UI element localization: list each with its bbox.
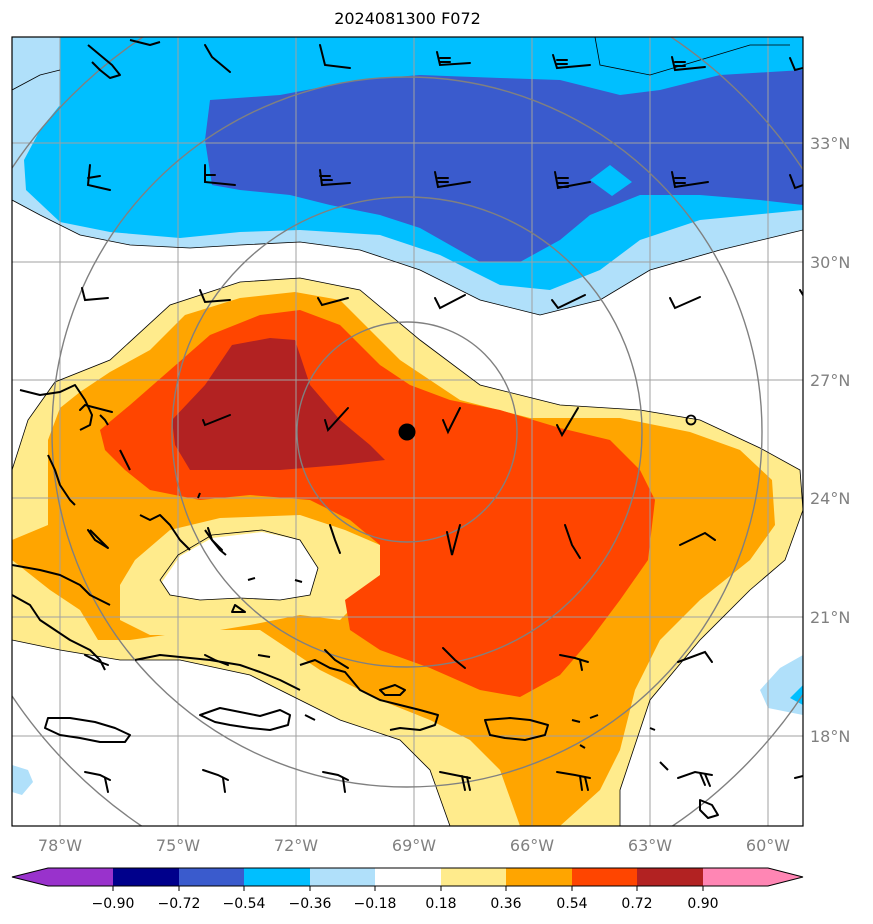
colorbar-segment <box>572 868 637 886</box>
colorbar-segment <box>48 868 113 886</box>
coastlines <box>12 39 719 819</box>
lat-axis: 33°N 30°N 27°N 24°N 21°N 18°N <box>810 134 850 746</box>
lon-axis: 78°W 75°W 72°W 69°W 66°W 63°W 60°W <box>38 836 790 855</box>
graticule <box>12 37 803 826</box>
lon-tick-label: 75°W <box>156 836 200 855</box>
lat-tick-label: 27°N <box>810 371 850 390</box>
colorbar-label: 0.72 <box>621 896 652 912</box>
lon-tick-label: 66°W <box>510 836 554 855</box>
colorbar-segment <box>441 868 506 886</box>
lat-tick-label: 30°N <box>810 253 850 272</box>
colorbar-label: 0.54 <box>556 896 587 912</box>
lon-tick-label: 63°W <box>628 836 672 855</box>
colorbar-label: −0.36 <box>289 896 332 912</box>
colorbar-segment <box>244 868 310 886</box>
lat-tick-label: 18°N <box>810 727 850 746</box>
colorbar-segment <box>12 868 48 886</box>
colorbar-label: −0.18 <box>354 896 397 912</box>
secondary-center-marker <box>685 414 697 426</box>
colorbar-segment <box>375 868 441 886</box>
lon-tick-label: 60°W <box>746 836 790 855</box>
colorbar-segment <box>637 868 703 886</box>
colorbar-outline <box>11 867 804 887</box>
colorbar-segment <box>703 868 768 886</box>
colorbar-label: −0.90 <box>92 896 135 912</box>
colorbar-segment <box>506 868 572 886</box>
colorbar-label: 0.18 <box>425 896 456 912</box>
colorbar-segment <box>310 868 375 886</box>
colorbar-label: −0.54 <box>223 896 266 912</box>
colorbar-segment <box>113 868 179 886</box>
contour-dark-red <box>172 338 385 470</box>
colorbar: −0.90 −0.72 −0.54 −0.36 −0.18 0.18 0.36 … <box>11 867 804 912</box>
contour-sky-blue-patch <box>590 165 632 196</box>
contour-royal-blue <box>205 70 803 262</box>
map-title: 2024081300 F072 <box>334 9 481 28</box>
wind-barbs <box>79 44 803 793</box>
colorbar-segment <box>768 868 803 886</box>
contour-white-hole-inner <box>162 532 318 600</box>
lat-tick-label: 21°N <box>810 608 850 627</box>
colorbar-label: −0.72 <box>158 896 201 912</box>
lat-tick-label: 24°N <box>810 489 850 508</box>
colorbar-ticks <box>112 886 704 891</box>
contour-light-blue-sw <box>12 765 33 795</box>
colorbar-label: 0.36 <box>490 896 521 912</box>
contour-light-blue-se <box>760 655 803 715</box>
lon-tick-label: 69°W <box>392 836 436 855</box>
colorbar-label: 0.90 <box>687 896 718 912</box>
lat-tick-label: 33°N <box>810 134 850 153</box>
lon-tick-label: 72°W <box>274 836 318 855</box>
map-frame <box>11 36 804 827</box>
storm-center-marker <box>398 423 416 441</box>
lon-tick-label: 78°W <box>38 836 82 855</box>
colorbar-segment <box>179 868 244 886</box>
thin-contours <box>12 37 803 826</box>
